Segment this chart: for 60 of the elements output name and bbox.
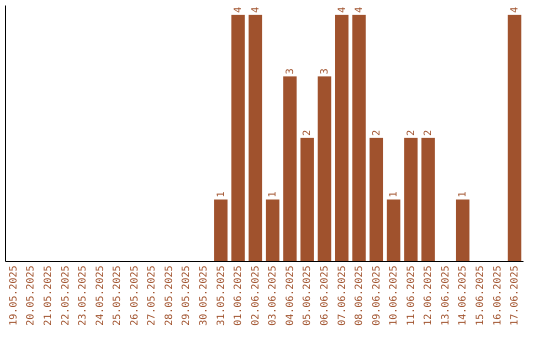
x-tick-label: 07.06.2025	[336, 266, 348, 326]
bar	[231, 14, 245, 261]
x-tick-label: 14.06.2025	[458, 266, 469, 326]
data-label: 4	[510, 6, 521, 13]
x-tick-label: 05.06.2025	[302, 266, 314, 326]
x-tick-label: 16.06.2025	[492, 266, 504, 326]
x-tick-label: 20.05.2025	[26, 266, 37, 326]
x-tick-label: 01.06.2025	[233, 266, 244, 326]
x-tick-label: 10.06.2025	[388, 266, 400, 326]
x-tick-label: 11.06.2025	[406, 266, 417, 326]
data-label: 2	[302, 130, 314, 136]
x-tick-label: 21.05.2025	[43, 266, 54, 326]
data-label: 1	[268, 191, 279, 198]
data-label: 4	[354, 6, 366, 13]
x-tick-label: 04.06.2025	[284, 266, 296, 326]
data-label: 4	[336, 6, 348, 13]
bar	[404, 138, 418, 261]
x-tick-label: 26.05.2025	[129, 266, 140, 326]
x-tick-label: 02.06.2025	[250, 266, 262, 326]
bar	[318, 76, 332, 261]
bar	[266, 199, 280, 261]
x-tick-label: 17.06.2025	[510, 266, 521, 326]
bar	[386, 199, 400, 261]
data-label: 1	[216, 191, 227, 198]
data-label: 4	[233, 6, 244, 13]
bar	[214, 199, 228, 261]
x-tick-label: 22.05.2025	[60, 266, 72, 326]
bar	[370, 138, 384, 261]
x-tick-label: 13.06.2025	[440, 266, 452, 326]
data-label: 2	[423, 130, 434, 136]
data-label: 1	[388, 191, 400, 198]
x-tick-label: 23.05.2025	[78, 266, 89, 326]
x-tick-label: 27.05.2025	[146, 266, 158, 326]
x-tick-label: 24.05.2025	[94, 266, 106, 326]
x-tick-label: 12.06.2025	[423, 266, 434, 326]
bar	[335, 14, 348, 261]
x-tick-label: 28.05.2025	[164, 266, 175, 326]
x-tick-label: 19.05.2025	[8, 266, 20, 326]
bar	[421, 138, 435, 261]
bar	[508, 14, 522, 261]
bar	[248, 14, 262, 261]
x-tick-label: 25.05.2025	[112, 266, 124, 326]
x-tick-label: 30.05.2025	[198, 266, 210, 326]
data-label: 4	[250, 6, 262, 13]
data-label: 2	[371, 130, 382, 136]
bar	[456, 199, 470, 261]
x-tick-label: 15.06.2025	[474, 266, 486, 326]
data-label: 2	[406, 130, 417, 136]
bar	[283, 76, 297, 261]
x-tick-label: 03.06.2025	[268, 266, 279, 326]
bar	[352, 14, 366, 261]
data-label: 3	[319, 68, 330, 74]
x-tick-label: 29.05.2025	[181, 266, 192, 326]
x-tick-label: 31.05.2025	[216, 266, 227, 326]
x-tick-label: 06.06.2025	[319, 266, 330, 326]
x-tick-label: 08.06.2025	[354, 266, 366, 326]
bar	[300, 138, 314, 261]
data-label: 3	[284, 68, 296, 74]
data-label: 1	[458, 191, 469, 198]
x-tick-label: 09.06.2025	[371, 266, 382, 326]
